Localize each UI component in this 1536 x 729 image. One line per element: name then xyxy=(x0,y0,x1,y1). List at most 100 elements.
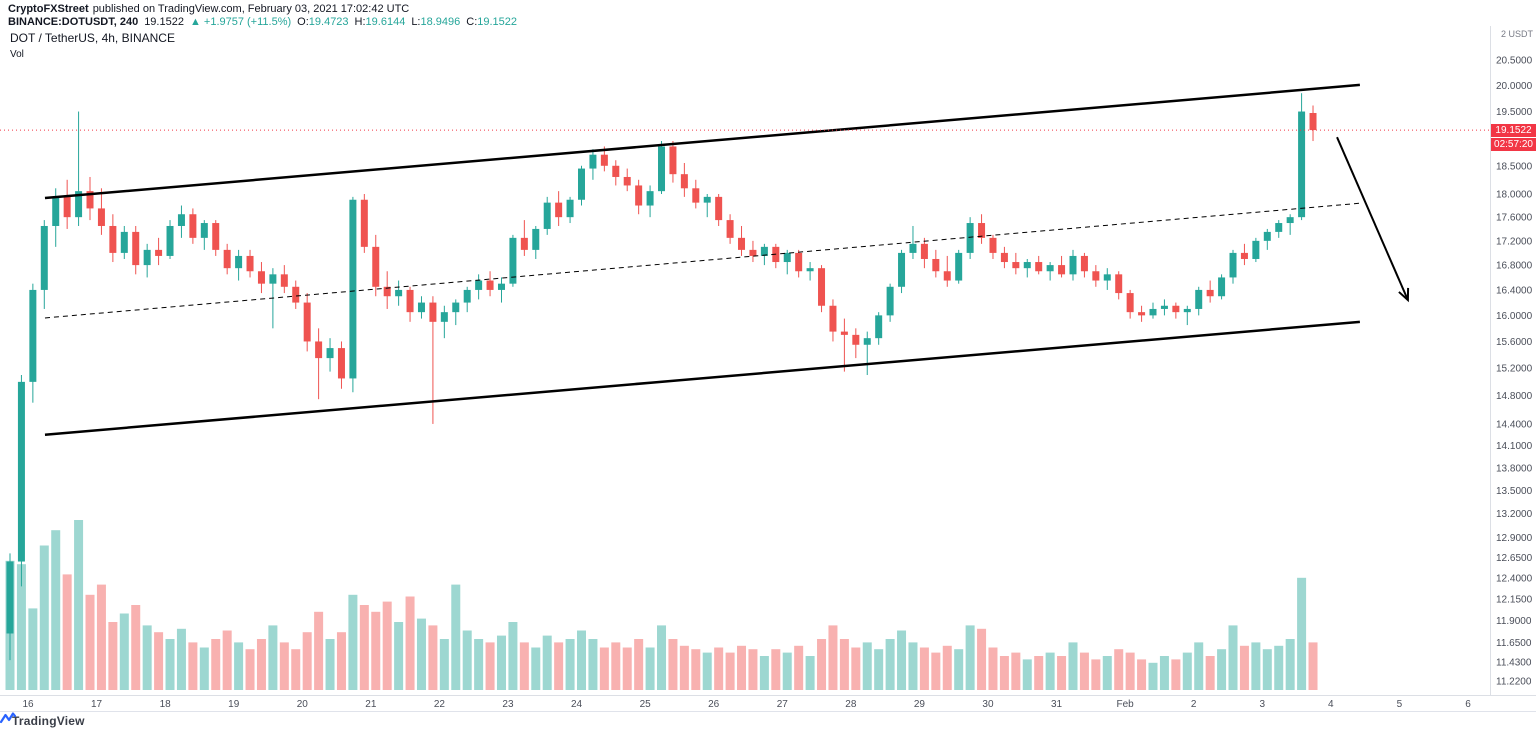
candle-body xyxy=(97,208,105,226)
volume-bar xyxy=(268,625,278,690)
volume-bar xyxy=(1182,652,1192,690)
price-tick-label: 12.4000 xyxy=(1496,574,1533,585)
volume-bar xyxy=(794,645,804,690)
candle-body xyxy=(612,165,620,177)
volume-bar xyxy=(885,639,895,690)
volume-bar xyxy=(96,584,106,690)
attribution-author: CryptoFXStreet xyxy=(8,3,89,15)
open-value: 19.4723 xyxy=(308,16,349,28)
volume-bar xyxy=(62,574,72,690)
volume-bar xyxy=(28,608,38,690)
volume-bar xyxy=(16,564,26,690)
price-tick-label: 14.1000 xyxy=(1496,441,1533,452)
volume-bar xyxy=(234,642,244,690)
channel-upper-trendline xyxy=(44,83,1360,200)
chart-legend-title: DOT / TetherUS, 4h, BINANCE xyxy=(10,31,175,45)
volume-bar xyxy=(336,632,346,690)
candle-body xyxy=(143,249,151,266)
volume-bar xyxy=(222,630,232,690)
candle-body xyxy=(1126,293,1134,313)
candle-body xyxy=(429,302,437,322)
volume-bar xyxy=(428,625,438,690)
volume-bar xyxy=(451,584,461,690)
candle-body xyxy=(395,289,403,297)
candle-body xyxy=(840,331,848,335)
candle-body xyxy=(532,228,540,250)
time-axis[interactable]: 16 17 18 19 20 21 22 23 24 25 26 27 28 29 30 31 Feb 2 3 4 5 6 xyxy=(22,699,1471,710)
candle-body xyxy=(1229,252,1237,278)
attribution-bar: CryptoFXStreet published on TradingView.… xyxy=(0,0,1536,28)
price-axis-header: 2 USDT xyxy=(1500,29,1533,39)
candle-body xyxy=(280,274,288,287)
volume-bar xyxy=(51,530,61,690)
volume-bar xyxy=(314,611,324,690)
candle-body xyxy=(177,214,185,226)
price-tick-label: 20.0000 xyxy=(1496,81,1533,92)
price-tick-label: 20.5000 xyxy=(1496,56,1533,67)
candle-body xyxy=(1252,240,1260,259)
volume-bar xyxy=(371,611,381,690)
candle-body xyxy=(223,249,231,269)
volume-bar xyxy=(1137,659,1147,690)
volume-bar xyxy=(657,625,667,690)
low-value-pair: L:18.9496 xyxy=(411,16,460,28)
candle-body xyxy=(1286,217,1294,224)
symbol-info-line: BINANCE:DOTUSDT, 240 19.1522 ▲ +1.9757 (… xyxy=(8,16,1536,28)
candle-body xyxy=(497,283,505,290)
price-tick-label: 13.5000 xyxy=(1496,486,1533,497)
candle-body xyxy=(669,146,677,175)
price-tick-label: 11.4300 xyxy=(1496,657,1532,668)
time-tick-label: 27 xyxy=(777,699,789,710)
candle-body xyxy=(555,202,563,218)
volume-bar xyxy=(519,642,529,690)
last-price-text: 19.1522 xyxy=(144,16,184,28)
volume-bar xyxy=(462,630,472,690)
volume-bar xyxy=(668,639,678,690)
channel-lower-trendline xyxy=(44,320,1360,436)
price-tick-label: 18.5000 xyxy=(1496,161,1533,172)
volume-bar xyxy=(1239,645,1249,690)
volume-bar xyxy=(1171,659,1181,690)
chart-legend[interactable]: DOT / TetherUS, 4h, BINANCE Vol xyxy=(10,31,175,60)
time-tick-label: 4 xyxy=(1328,699,1334,710)
volume-bar xyxy=(256,639,266,690)
volume-bar xyxy=(588,639,598,690)
candle-body xyxy=(966,223,974,253)
attribution-line: CryptoFXStreet published on TradingView.… xyxy=(8,3,1536,15)
candle-body xyxy=(212,223,220,250)
volume-bar xyxy=(1285,639,1295,690)
volume-bar xyxy=(1297,577,1307,690)
time-tick-label: 2 xyxy=(1191,699,1197,710)
price-axis[interactable]: 20.5000 20.0000 19.5000 18.5000 18.0000 17.60… xyxy=(1496,56,1533,688)
volume-bar xyxy=(188,642,198,690)
candle-body xyxy=(29,289,37,382)
candle-body xyxy=(978,223,986,238)
volume-bar xyxy=(416,618,426,690)
candle-body xyxy=(1149,308,1157,316)
volume-bar xyxy=(599,647,609,690)
arrow-head-icon xyxy=(1398,287,1410,303)
candle-body xyxy=(17,381,25,562)
time-tick-label: 6 xyxy=(1465,699,1471,710)
candle-body xyxy=(1058,265,1066,275)
candle-body xyxy=(943,271,951,281)
volume-bar xyxy=(1011,652,1021,690)
volume-bar xyxy=(359,605,369,690)
volume-bar xyxy=(702,652,712,690)
price-tick-label: 12.1500 xyxy=(1496,594,1533,605)
tradingview-wordmark[interactable]: TradingView xyxy=(12,713,85,728)
high-value: 19.6144 xyxy=(365,16,406,28)
candle-body xyxy=(109,225,117,253)
candle-body xyxy=(246,255,254,272)
volume-bar xyxy=(74,520,84,690)
candle-body xyxy=(417,302,425,313)
last-price-badge: 19.1522 xyxy=(1491,124,1536,137)
candle-body xyxy=(189,214,197,238)
volume-bar xyxy=(1159,656,1169,690)
volume-bar xyxy=(1079,652,1089,690)
candle-body xyxy=(269,274,277,284)
volume-bar xyxy=(577,630,586,690)
time-tick-label: 16 xyxy=(22,699,34,710)
price-tick-label: 15.2000 xyxy=(1496,364,1533,375)
